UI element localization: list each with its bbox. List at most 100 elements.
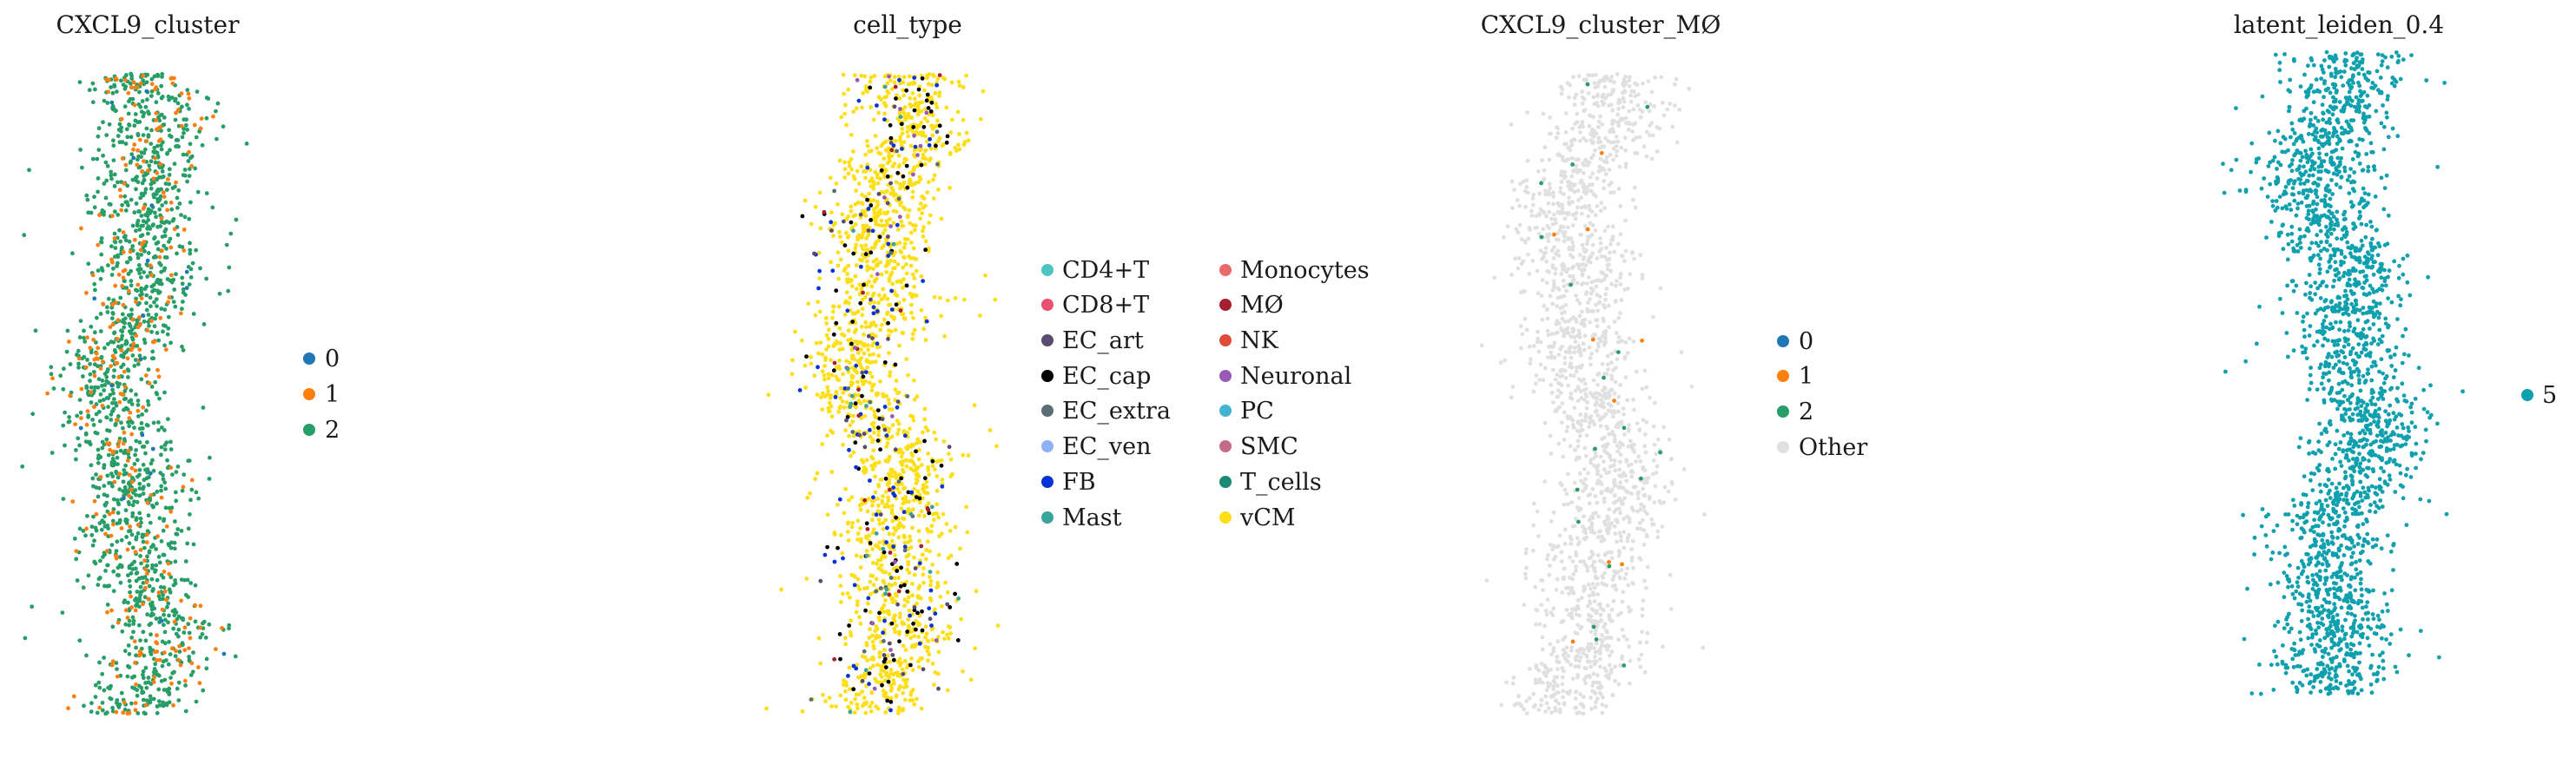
data-point xyxy=(73,422,77,426)
data-point xyxy=(102,372,108,376)
data-point xyxy=(820,407,825,412)
data-point xyxy=(827,695,832,701)
data-point xyxy=(898,115,903,120)
data-point xyxy=(112,236,117,241)
data-point xyxy=(841,391,846,395)
data-point xyxy=(912,81,917,86)
data-point xyxy=(1641,81,1645,86)
data-point xyxy=(111,374,116,379)
data-point xyxy=(882,659,887,664)
data-point xyxy=(923,425,928,430)
data-point xyxy=(868,591,873,597)
data-point xyxy=(1562,239,1567,244)
data-point xyxy=(879,218,884,223)
data-point xyxy=(1570,676,1575,682)
data-point xyxy=(889,288,894,293)
data-point xyxy=(875,561,879,566)
data-point xyxy=(159,488,163,493)
data-point xyxy=(854,263,859,267)
data-point xyxy=(877,234,882,240)
data-point xyxy=(160,71,165,76)
data-point xyxy=(173,490,178,495)
data-point xyxy=(850,374,855,379)
data-point xyxy=(918,201,923,207)
data-point xyxy=(909,458,914,463)
data-point xyxy=(885,250,890,255)
data-point xyxy=(1543,246,1549,251)
data-point xyxy=(834,181,839,186)
data-point xyxy=(905,214,910,220)
data-point xyxy=(922,161,928,167)
data-point xyxy=(155,127,159,132)
data-point xyxy=(935,76,941,82)
data-point xyxy=(1565,425,1570,430)
data-point xyxy=(224,242,229,247)
data-point xyxy=(182,117,187,122)
data-point xyxy=(158,315,163,320)
data-point xyxy=(855,599,860,603)
data-point xyxy=(166,417,170,422)
data-point xyxy=(109,173,114,178)
data-point xyxy=(923,239,928,244)
data-point xyxy=(130,353,135,358)
data-point xyxy=(134,296,139,301)
data-point xyxy=(176,634,181,639)
data-point xyxy=(862,341,867,346)
data-point xyxy=(915,125,920,130)
data-point xyxy=(882,293,888,298)
data-point xyxy=(892,80,897,85)
data-point xyxy=(1597,300,1602,305)
data-point xyxy=(1531,389,1536,394)
data-point xyxy=(840,399,845,404)
data-point xyxy=(870,621,875,626)
data-point xyxy=(152,145,157,150)
data-point xyxy=(875,662,880,668)
data-point xyxy=(882,111,887,116)
data-point xyxy=(134,300,138,304)
data-point xyxy=(226,288,231,293)
data-point xyxy=(882,117,887,122)
data-point xyxy=(908,230,914,235)
data-point xyxy=(1568,82,1572,88)
data-point xyxy=(1594,72,1598,77)
data-point xyxy=(901,265,906,270)
data-point xyxy=(1555,667,1560,672)
data-point xyxy=(861,247,865,252)
data-point xyxy=(93,525,98,531)
data-point xyxy=(858,507,863,512)
data-point xyxy=(904,632,909,637)
data-point xyxy=(113,283,118,288)
data-point xyxy=(1573,339,1578,344)
data-point xyxy=(908,96,912,101)
data-point xyxy=(881,578,886,583)
data-point xyxy=(832,360,837,366)
data-point xyxy=(943,580,948,585)
data-point xyxy=(892,525,896,531)
data-point xyxy=(148,471,153,476)
data-point xyxy=(850,520,855,525)
data-point xyxy=(1557,533,1562,538)
data-point xyxy=(188,636,193,641)
data-point xyxy=(901,516,906,521)
data-point xyxy=(869,464,874,468)
data-point xyxy=(163,324,168,328)
data-point xyxy=(886,337,890,341)
data-point xyxy=(901,707,906,711)
data-point xyxy=(829,210,834,215)
data-point xyxy=(1592,599,1597,603)
data-point xyxy=(1553,706,1557,710)
data-point xyxy=(1570,559,1575,564)
data-point xyxy=(865,264,869,269)
data-point xyxy=(893,447,898,452)
data-point xyxy=(1577,433,1582,438)
data-point xyxy=(164,702,169,708)
data-point xyxy=(912,276,917,280)
data-point xyxy=(872,686,877,691)
data-point xyxy=(143,104,149,109)
data-point xyxy=(124,521,129,525)
data-point xyxy=(137,467,142,472)
data-point xyxy=(1563,130,1569,135)
data-point xyxy=(1544,612,1549,617)
data-point xyxy=(1529,208,1534,214)
data-point xyxy=(867,636,872,640)
